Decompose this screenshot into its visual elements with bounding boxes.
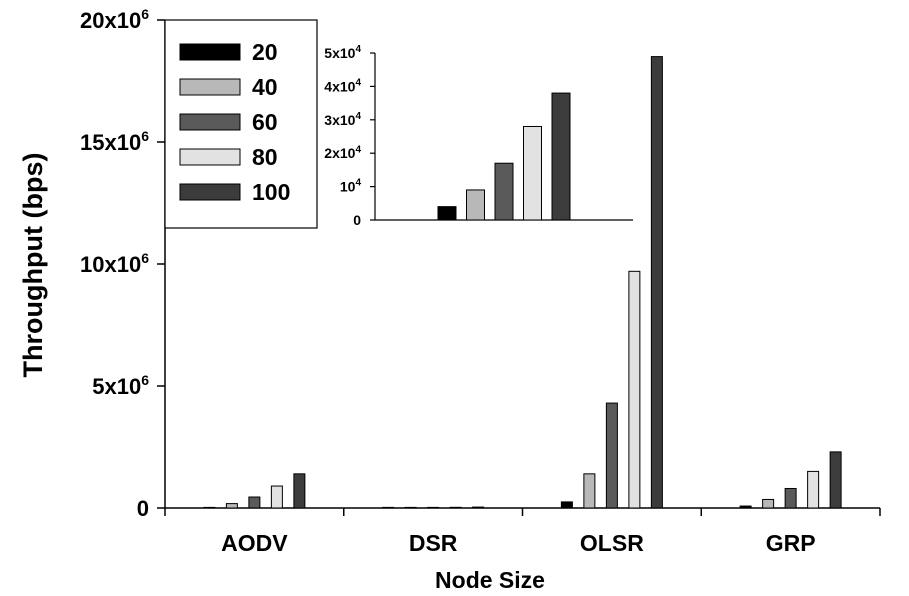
main-x-tick-label: GRP — [766, 530, 816, 556]
main-y-tick-label: 20x106 — [80, 6, 149, 33]
main-x-tick-label: OLSR — [580, 530, 644, 556]
bar-olsr-100 — [650, 56, 663, 509]
x-axis-label: Node Size — [435, 567, 545, 593]
inset-y-tick-label: 0 — [353, 212, 361, 228]
inset-y-tick-label: 5x104 — [324, 44, 361, 61]
bar-dsr-60 — [427, 506, 440, 509]
bar-dsr-40 — [404, 506, 417, 509]
bar-olsr-20 — [560, 501, 573, 509]
bar-olsr-80 — [628, 270, 641, 509]
legend-label-100: 100 — [252, 179, 290, 205]
bar-grp-100 — [829, 451, 842, 509]
bar-dsr-20 — [382, 506, 395, 509]
inset-bars — [437, 92, 571, 221]
bar-grp-20 — [739, 505, 752, 509]
inset-bar-40 — [466, 189, 485, 221]
main-y-tick-label: 10x106 — [80, 250, 149, 277]
legend: 20 40 60 80 100 — [164, 19, 318, 229]
legend-swatch-80 — [179, 148, 241, 166]
main-x-tick-label: AODV — [221, 530, 288, 556]
legend-swatch-100 — [179, 183, 241, 201]
y-axis-label: Throughput (bps) — [18, 153, 48, 378]
legend-swatch-40 — [179, 78, 241, 96]
inset-bar-20 — [437, 206, 457, 221]
bar-aodv-80 — [270, 485, 283, 509]
bar-aodv-100 — [293, 473, 306, 509]
inset-y-tick-label: 2x104 — [324, 144, 361, 161]
bar-grp-60 — [784, 487, 797, 509]
legend-label-80: 80 — [252, 144, 278, 170]
bar-dsr-100 — [472, 506, 485, 509]
inset-bar-60 — [494, 162, 514, 221]
main-x-ticks: AODV DSR OLSR GRP — [164, 508, 881, 556]
main-bars — [203, 56, 842, 509]
bar-grp-80 — [807, 470, 820, 509]
legend-label-20: 20 — [252, 39, 278, 65]
bar-grp-40 — [762, 498, 775, 509]
inset-y-tick-label: 4x104 — [324, 78, 361, 95]
main-y-tick-label: 15x106 — [80, 128, 149, 155]
inset-y-tick-label: 104 — [340, 178, 362, 195]
inset-y-tick-label: 3x104 — [324, 111, 361, 128]
bar-olsr-40 — [583, 473, 596, 509]
main-x-tick-label: DSR — [409, 530, 458, 556]
inset-bar-100 — [551, 92, 571, 221]
legend-label-40: 40 — [252, 74, 278, 100]
main-y-ticks: 0 5x106 10x106 15x106 20x106 — [80, 6, 165, 521]
inset-chart: 0 104 2x104 3x104 4x104 5x104 — [324, 44, 633, 228]
inset-y-ticks: 0 104 2x104 3x104 4x104 5x104 — [324, 44, 375, 228]
bar-aodv-20 — [203, 506, 216, 509]
main-y-tick-label: 5x106 — [92, 372, 149, 399]
legend-label-60: 60 — [252, 109, 278, 135]
inset-bar-80 — [523, 125, 542, 221]
bar-olsr-60 — [605, 402, 618, 509]
bar-dsr-80 — [449, 506, 462, 509]
legend-items: 20 40 60 80 100 — [179, 39, 290, 205]
bar-aodv-60 — [248, 496, 261, 509]
main-y-tick-label: 0 — [137, 496, 149, 521]
legend-swatch-60 — [179, 113, 241, 131]
bar-aodv-40 — [225, 503, 238, 509]
legend-swatch-20 — [179, 43, 241, 61]
